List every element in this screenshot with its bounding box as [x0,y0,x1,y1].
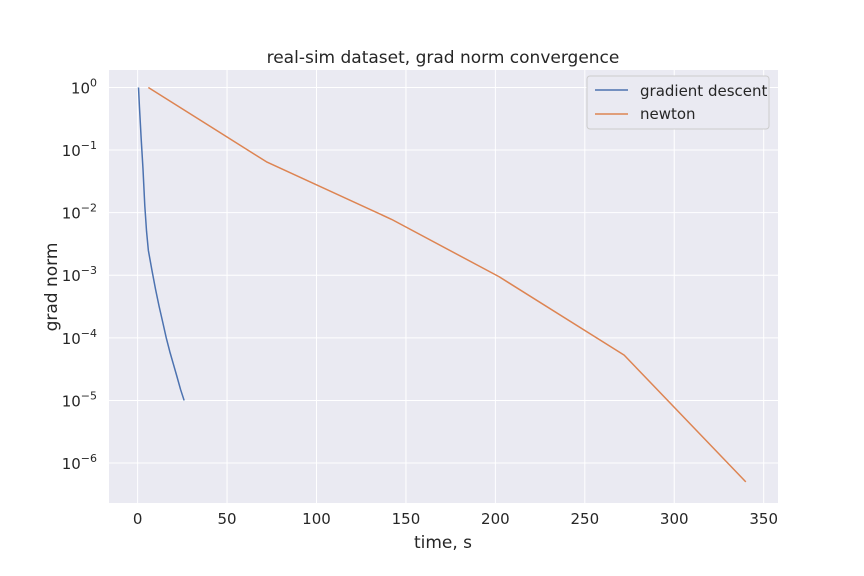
x-axis-label: time, s [414,533,472,553]
y-axis-label: grad norm [42,243,62,332]
x-tick-label: 250 [570,510,599,528]
x-tick-label: 150 [392,510,421,528]
legend-label-gradient-descent: gradient descent [640,82,768,100]
y-tick-label: 10−6 [62,452,97,473]
legend-box [586,75,770,130]
grid-lines [109,70,778,503]
x-tick-label: 100 [302,510,331,528]
y-tick-label: 10−3 [62,264,97,285]
x-tick-label: 200 [481,510,510,528]
y-tick-label: 10−4 [62,327,97,348]
series-line-newton [147,86,747,483]
x-tick-label: 300 [660,510,689,528]
series-line-gradient-descent [137,87,185,401]
x-tick-label: 350 [749,510,778,528]
legend-label-newton: newton [640,105,696,123]
y-tick-label: 10−2 [62,202,97,223]
y-tick-label: 10−5 [62,389,97,410]
y-tick-label: 10−1 [62,139,97,160]
x-tick-labels: 0 50 100 150 200 250 300 350 [133,510,778,528]
y-tick-label: 100 [71,76,97,97]
x-tick-label: 0 [133,510,143,528]
plot-area-background [109,70,778,503]
y-tick-labels: 100 10−1 10−2 10−3 10−4 10−5 10−6 [62,76,97,473]
legend: gradient descent newton [586,75,770,130]
series-lines [137,86,747,483]
chart-title: real-sim dataset, grad norm convergence [267,48,620,68]
x-tick-label: 50 [218,510,237,528]
